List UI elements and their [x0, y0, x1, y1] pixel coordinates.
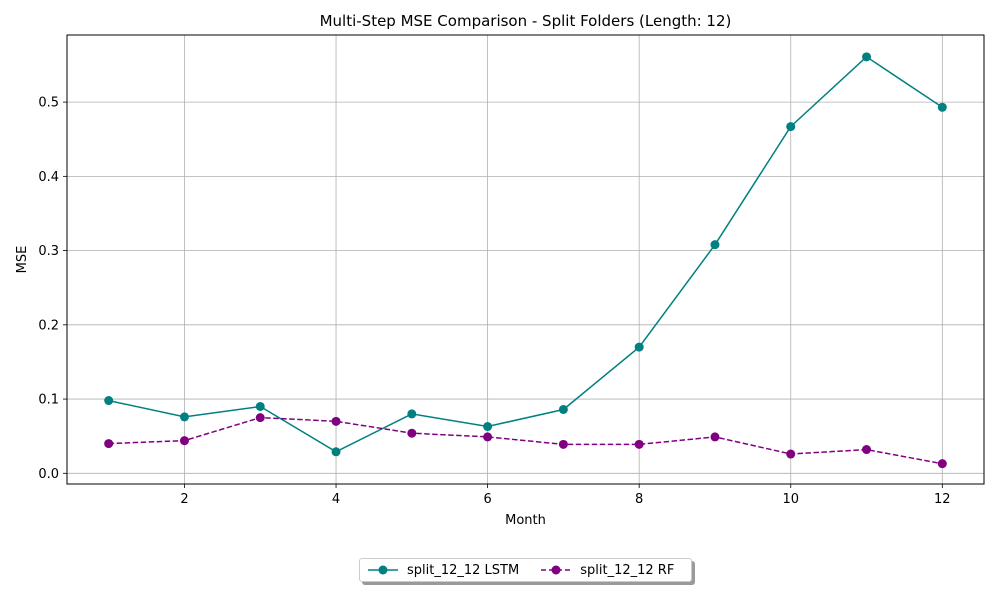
grid — [67, 35, 984, 484]
data-point-rf — [331, 416, 341, 426]
x-tick-label: 12 — [934, 492, 951, 507]
data-point-lstm — [710, 240, 720, 250]
legend-label-rf: split_12_12 RF — [580, 562, 675, 578]
data-point-rf — [255, 413, 265, 423]
x-tick-label: 10 — [782, 492, 799, 507]
legend-swatch-rf — [541, 565, 572, 575]
chart-title: Multi-Step MSE Comparison - Split Folder… — [320, 12, 732, 30]
data-point-rf — [104, 439, 114, 449]
data-point-rf — [862, 445, 872, 455]
legend-item-rf: split_12_12 RF — [541, 563, 674, 578]
data-point-lstm — [862, 52, 872, 62]
series-line-lstm — [108, 55, 943, 453]
series-layer — [104, 52, 947, 469]
y-tick-label: 0.3 — [38, 244, 59, 259]
data-point-lstm — [558, 404, 568, 414]
data-point-lstm — [104, 396, 114, 406]
data-point-rf — [483, 432, 493, 442]
y-tick-label: 0.2 — [38, 318, 59, 333]
x-axis-label: Month — [505, 513, 546, 528]
data-point-rf — [710, 432, 720, 442]
data-point-rf — [407, 428, 417, 438]
axis-ticks: 2 4 6 8 10 12 0.0 0.1 0.2 0.3 0.4 0.5 — [38, 96, 950, 507]
data-point-lstm — [255, 401, 265, 411]
y-tick-label: 0.5 — [38, 96, 59, 111]
data-point-rf — [937, 459, 947, 469]
data-point-lstm — [634, 342, 644, 352]
data-point-rf — [786, 449, 796, 459]
legend-swatch-lstm — [368, 565, 398, 575]
legend: split_12_12 LSTM split_12_12 RF — [359, 558, 692, 582]
x-tick-label: 8 — [635, 492, 643, 507]
legend-item-lstm: split_12_12 LSTM — [368, 563, 519, 578]
y-axis-label: MSE — [15, 246, 30, 274]
data-point-rf — [634, 439, 644, 449]
x-tick-label: 6 — [483, 492, 491, 507]
data-point-lstm — [331, 447, 341, 457]
data-point-lstm — [179, 412, 189, 422]
y-tick-label: 0.0 — [38, 467, 59, 482]
data-point-rf — [179, 436, 189, 446]
data-point-lstm — [407, 409, 417, 419]
data-point-lstm — [786, 122, 796, 132]
legend-label-lstm: split_12_12 LSTM — [407, 562, 520, 578]
series-line-rf — [108, 416, 943, 465]
y-tick-label: 0.4 — [38, 170, 59, 185]
x-tick-label: 4 — [332, 492, 340, 507]
x-tick-label: 2 — [180, 492, 188, 507]
data-point-rf — [558, 439, 568, 449]
data-point-lstm — [483, 422, 493, 432]
data-point-lstm — [937, 102, 947, 112]
plot-area — [66, 34, 985, 485]
y-tick-label: 0.1 — [38, 393, 59, 408]
